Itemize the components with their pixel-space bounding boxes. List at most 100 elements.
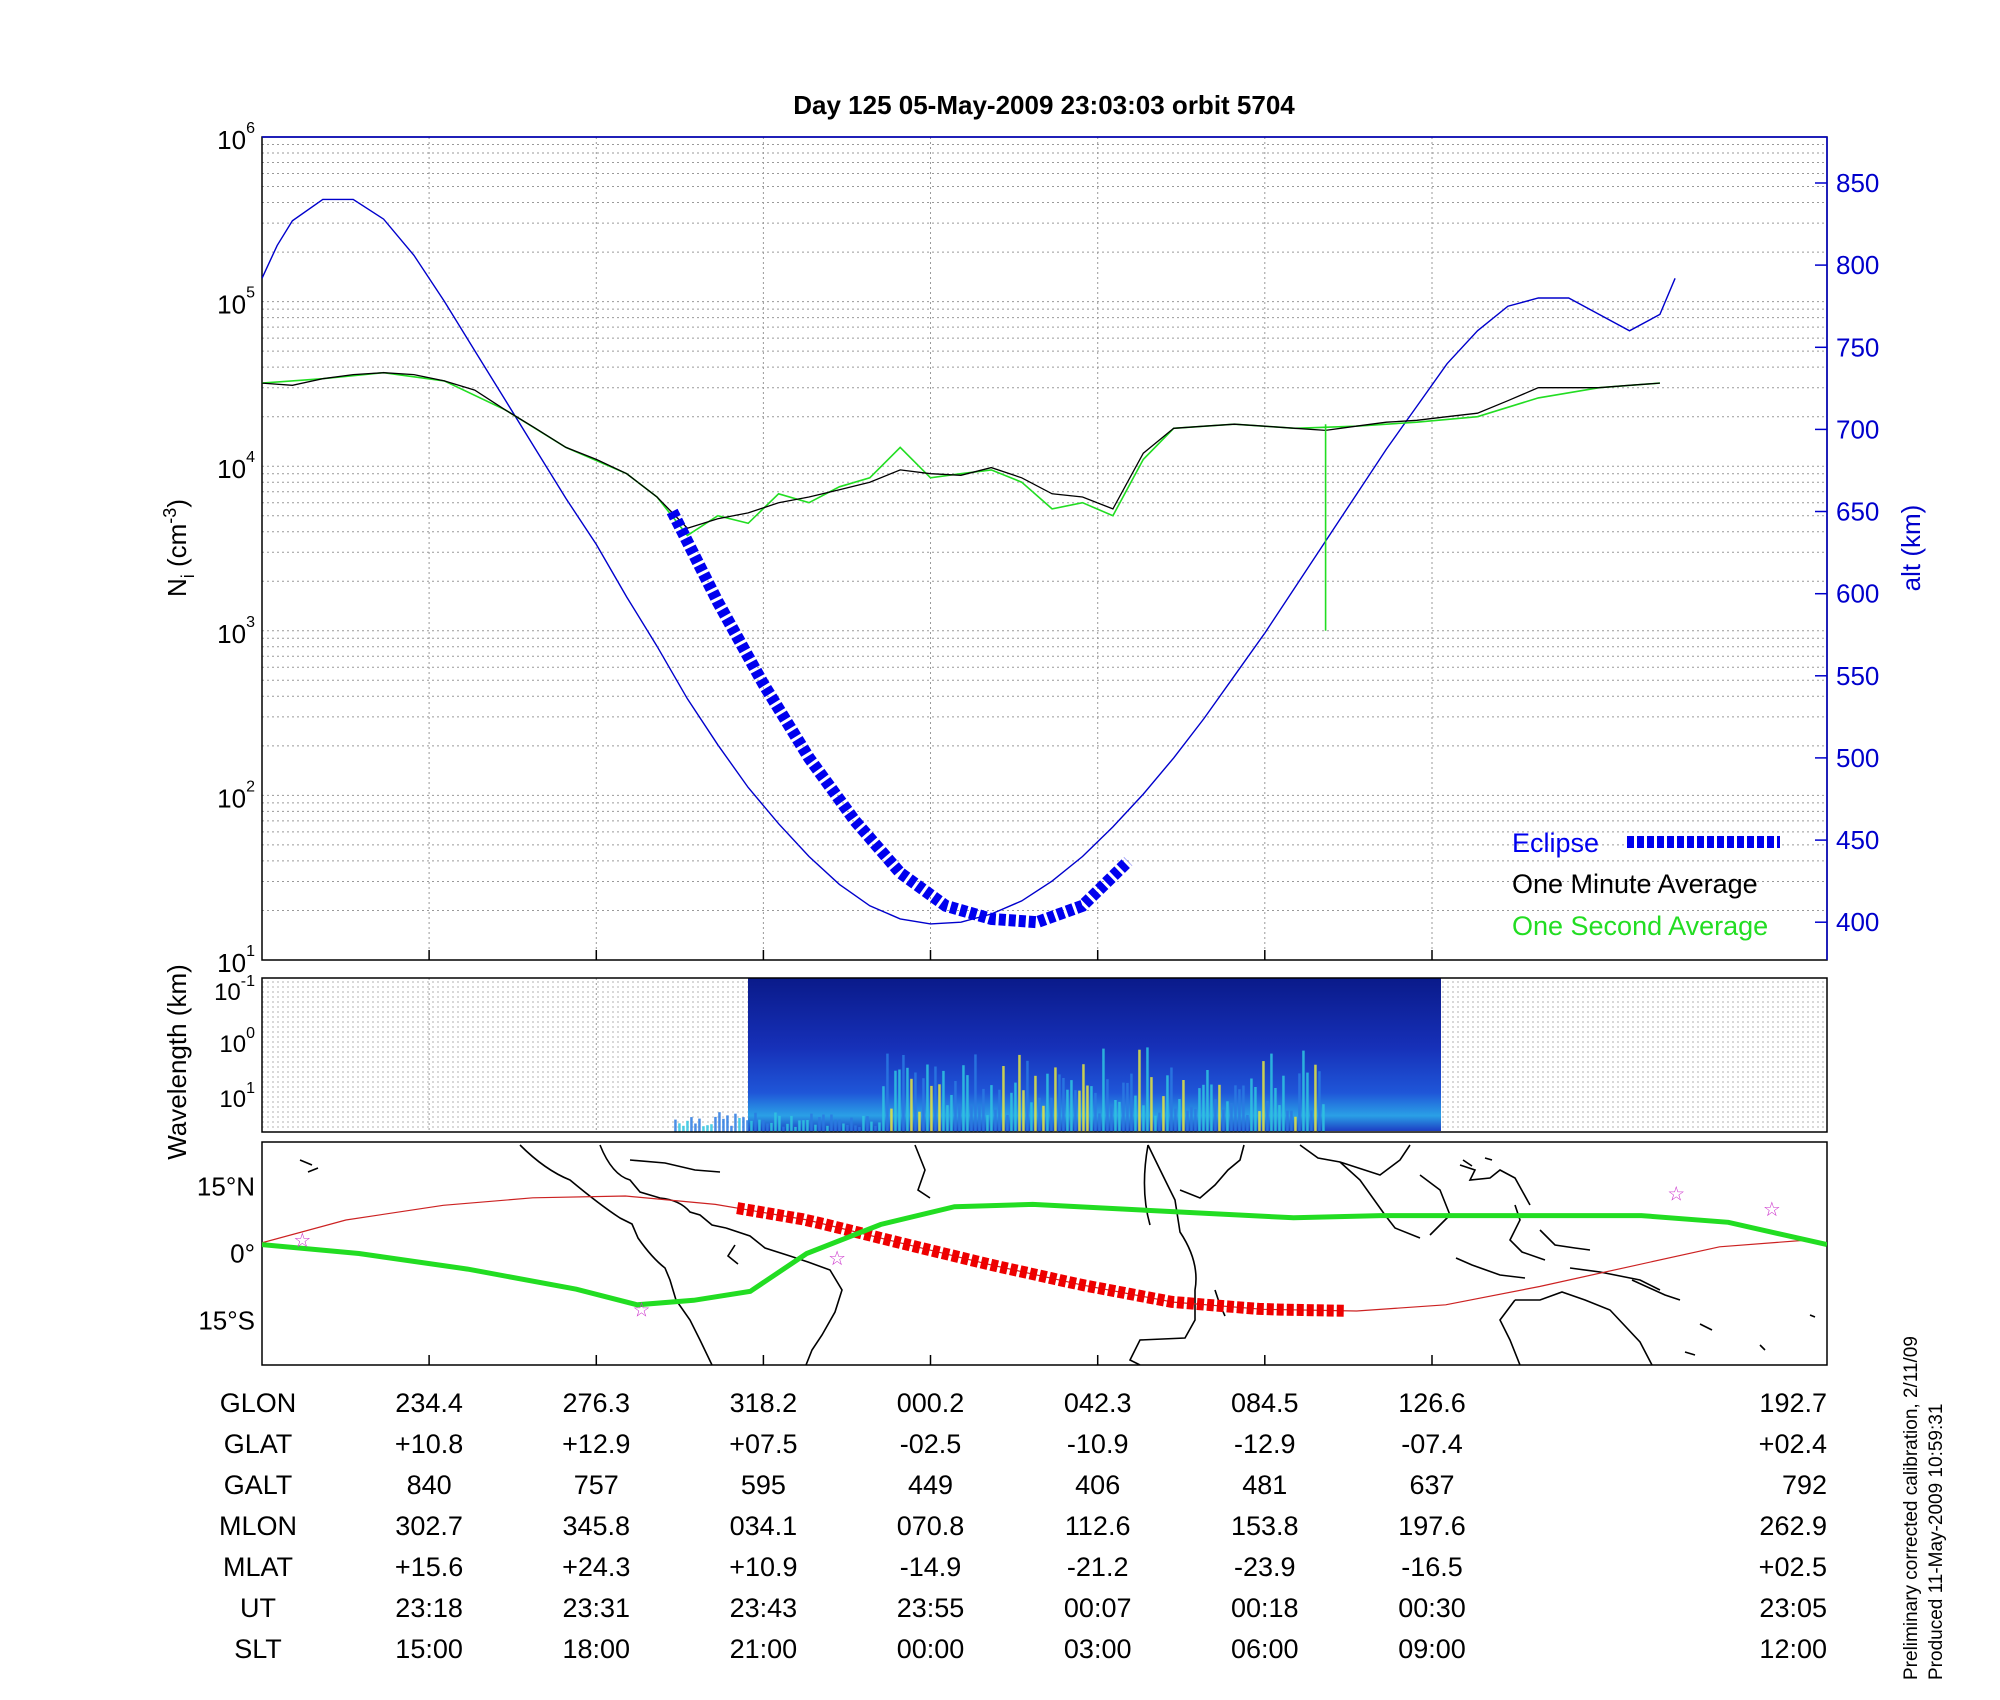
spectrogram-burst — [682, 1125, 685, 1132]
spectrogram-burst — [738, 1118, 741, 1132]
table-cell: -21.2 — [1067, 1552, 1129, 1582]
spectrogram-burst — [1066, 1089, 1069, 1132]
spectrogram-burst — [1226, 1101, 1229, 1132]
table-row-label: UT — [240, 1593, 276, 1623]
chart-title: Day 125 05-May-2009 23:03:03 orbit 5704 — [793, 90, 1295, 120]
table-cell: 23:05 — [1759, 1593, 1827, 1623]
spectrogram-burst — [1122, 1082, 1125, 1132]
table-cell: -16.5 — [1401, 1552, 1463, 1582]
spectrogram-burst — [874, 1125, 877, 1132]
table-cell: 637 — [1409, 1470, 1454, 1500]
spectrogram-burst — [1170, 1067, 1173, 1132]
table-cell: 197.6 — [1398, 1511, 1466, 1541]
table-cell: 000.2 — [897, 1388, 965, 1418]
map-tick-label: 0° — [230, 1239, 255, 1269]
spectrogram-burst — [1094, 1092, 1097, 1132]
spectrogram-burst — [922, 1078, 925, 1132]
left-tick-label: 106 — [217, 120, 255, 155]
right-y-label: alt (km) — [1896, 505, 1926, 592]
table-cell: 12:00 — [1759, 1634, 1827, 1664]
spectrogram-burst — [1246, 1115, 1249, 1132]
spectrogram-tick-label: 101 — [219, 1080, 255, 1113]
spectrogram-burst — [898, 1069, 901, 1132]
spectrogram-burst — [1142, 1105, 1145, 1132]
spectrogram-burst — [1178, 1099, 1181, 1132]
station-star: ☆ — [828, 1248, 846, 1270]
spectrogram-burst — [1186, 1110, 1189, 1132]
table-cell: 034.1 — [730, 1511, 798, 1541]
table-row-label: GLON — [220, 1388, 297, 1418]
table-cell: 06:00 — [1231, 1634, 1299, 1664]
spectrogram-burst — [990, 1085, 993, 1132]
left-axis-ticks: 101 102 103 104 105 106 — [217, 120, 255, 978]
right-tick-label: 600 — [1836, 579, 1879, 609]
one-minute-average-line — [262, 372, 1660, 529]
spectrogram-grid — [262, 978, 1827, 1132]
spectrogram-burst — [966, 1075, 969, 1132]
spectrogram-burst — [982, 1088, 985, 1132]
spectrogram-burst — [726, 1115, 729, 1132]
table-row-label: MLON — [219, 1511, 297, 1541]
spectrogram-burst — [1218, 1084, 1221, 1132]
station-star: ☆ — [1667, 1183, 1685, 1205]
spectrogram-burst — [1258, 1111, 1261, 1132]
right-tick-label: 400 — [1836, 907, 1879, 937]
spectrogram-burst — [1314, 1064, 1317, 1132]
spectrogram-burst — [1018, 1054, 1021, 1132]
spectrogram-burst — [910, 1078, 913, 1132]
spectrogram-burst — [1062, 1078, 1065, 1132]
spectrogram-burst — [1054, 1067, 1057, 1132]
spectrogram-burst — [1046, 1073, 1049, 1132]
spectrogram-burst — [1074, 1090, 1077, 1132]
top-panel-grid — [262, 137, 1827, 961]
table-cell: 23:55 — [897, 1593, 965, 1623]
table-cell: -23.9 — [1234, 1552, 1296, 1582]
spectrogram-burst — [822, 1114, 825, 1132]
legend-eclipse: Eclipse — [1512, 828, 1599, 858]
table-cell: 595 — [741, 1470, 786, 1500]
spectrogram — [674, 978, 1441, 1132]
spectrogram-burst — [1310, 1110, 1313, 1132]
table-cell: 302.7 — [395, 1511, 463, 1541]
spectrogram-burst — [674, 1119, 677, 1132]
right-tick-label: 800 — [1836, 250, 1879, 280]
table-cell: 070.8 — [897, 1511, 965, 1541]
spectrogram-burst — [838, 1119, 841, 1132]
table-cell: -12.9 — [1234, 1429, 1296, 1459]
table-cell: 03:00 — [1064, 1634, 1132, 1664]
spectrogram-burst — [694, 1123, 697, 1132]
spectrogram-burst — [1034, 1075, 1037, 1132]
spectrogram-burst — [758, 1119, 761, 1132]
station-star: ☆ — [293, 1230, 311, 1252]
right-tick-label: 750 — [1836, 332, 1879, 362]
spectrogram-burst — [746, 1120, 749, 1132]
spectrogram-burst — [814, 1124, 817, 1132]
table-cell: 18:00 — [563, 1634, 631, 1664]
spectrogram-burst — [714, 1116, 717, 1132]
spectrogram-burst — [742, 1117, 745, 1132]
spectrogram-burst — [958, 1104, 961, 1132]
spectrogram-burst — [1262, 1061, 1265, 1132]
map-y-ticks: 15°N 0° 15°S — [197, 1172, 1433, 1365]
spectrogram-burst — [854, 1125, 857, 1132]
table-cell: 00:18 — [1231, 1593, 1299, 1623]
legend: Eclipse One Minute Average One Second Av… — [1512, 828, 1780, 941]
spectrogram-burst — [750, 1120, 753, 1132]
spectrogram-burst — [886, 1053, 889, 1132]
spectrogram-burst — [1118, 1101, 1121, 1132]
spectrogram-burst — [1022, 1090, 1025, 1132]
table-cell: +07.5 — [729, 1429, 797, 1459]
spectrogram-burst — [894, 1070, 897, 1132]
ephemeris-table: GLON GLAT GALT MLON MLAT UT SLT 234.4 +10.8 840 30… — [219, 1388, 1827, 1664]
spectrogram-burst — [834, 1119, 837, 1132]
spectrogram-burst — [1042, 1105, 1045, 1132]
spectrogram-burst — [1086, 1085, 1089, 1132]
map-frame — [261, 1141, 1828, 1366]
spectrogram-burst — [1214, 1099, 1217, 1132]
table-cell: -10.9 — [1067, 1429, 1129, 1459]
map-tick-label: 15°N — [197, 1172, 255, 1202]
table-cell: +15.6 — [395, 1552, 463, 1582]
spectrogram-burst — [954, 1081, 957, 1132]
table-row-label: GALT — [224, 1470, 293, 1500]
